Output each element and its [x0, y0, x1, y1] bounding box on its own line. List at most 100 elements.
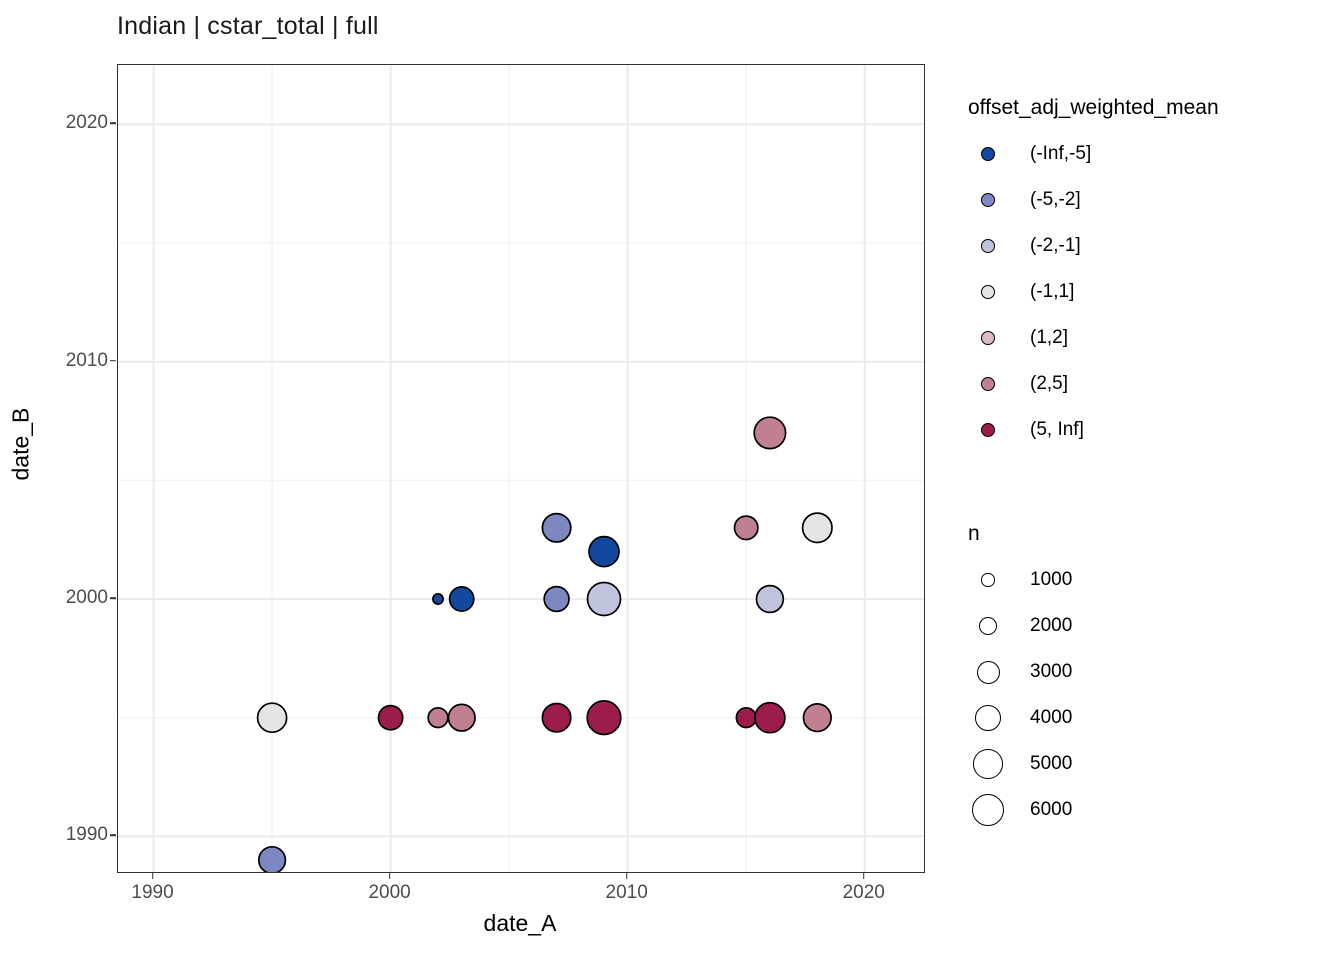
data-point [257, 845, 287, 872]
size-legend-key [968, 704, 1008, 732]
color-legend-label: (-2,-1] [1030, 235, 1081, 256]
size-swatch-icon [974, 704, 1002, 732]
y-tick-mark [110, 834, 116, 837]
size-legend-item: 1000 [968, 557, 1072, 603]
data-point [801, 512, 833, 544]
color-legend-label: (-Inf,-5] [1030, 143, 1092, 164]
size-legend-label: 1000 [1030, 569, 1073, 590]
data-point [802, 703, 832, 733]
x-tick-mark [151, 872, 154, 879]
x-tick-label: 2010 [605, 882, 648, 903]
size-legend-label: 5000 [1030, 753, 1073, 774]
data-point [448, 586, 475, 612]
y-tick-label: 1990 [65, 824, 108, 846]
size-legend-item: 4000 [968, 695, 1072, 741]
size-legend-item: 5000 [968, 741, 1072, 787]
plot-title: Indian | cstar_total | full [117, 12, 379, 40]
size-legend-title: n [968, 522, 980, 545]
size-swatch-icon [976, 660, 1000, 684]
data-point [541, 702, 572, 733]
y-tick-label: 2000 [65, 587, 108, 609]
color-legend: offset_adj_weighted_mean (-Inf,-5] (-5,-2… [968, 96, 1219, 453]
y-tick-label: 2020 [65, 112, 108, 134]
scatter-plot [118, 65, 924, 872]
color-legend-title: offset_adj_weighted_mean [968, 96, 1219, 119]
color-legend-key [968, 147, 1008, 161]
x-axis-title: date_A [483, 910, 557, 936]
color-legend-item: (2,5] [968, 361, 1219, 407]
x-tick-label: 2000 [368, 882, 411, 903]
plot-panel [117, 64, 925, 873]
data-point [377, 704, 404, 731]
x-tick-label: 2020 [842, 882, 885, 903]
color-swatch-icon [981, 423, 995, 437]
data-point [432, 593, 444, 605]
size-legend-item: 6000 [968, 787, 1072, 833]
color-legend-label: (5, Inf] [1030, 419, 1084, 440]
data-point [733, 515, 759, 541]
size-swatch-icon [973, 749, 1003, 779]
color-legend-label: (1,2] [1030, 327, 1069, 348]
color-legend-label: (2,5] [1030, 373, 1069, 394]
data-point [447, 703, 476, 732]
color-swatch-icon [981, 377, 995, 391]
y-tick-mark [110, 122, 116, 125]
data-point [541, 512, 572, 543]
size-legend-label: 6000 [1030, 799, 1073, 820]
color-legend-key [968, 239, 1008, 253]
color-swatch-icon [981, 239, 995, 253]
data-point [256, 702, 288, 734]
data-point [588, 535, 620, 568]
size-legend: n 1000 2000 3000 4000 5000 6000 [968, 522, 1072, 833]
x-tick-mark [625, 872, 628, 879]
color-legend-key [968, 423, 1008, 437]
data-point [586, 700, 622, 736]
x-tick-label: 1990 [131, 882, 174, 903]
data-point [755, 584, 785, 614]
y-axis-title: date_B [7, 407, 34, 481]
data-point [753, 416, 787, 450]
data-point [735, 707, 757, 729]
color-legend-key [968, 377, 1008, 391]
size-legend-key [968, 616, 1008, 636]
y-tick-label: 2010 [65, 349, 108, 371]
color-legend-item: (-5,-2] [968, 177, 1219, 223]
data-point [543, 585, 570, 613]
color-legend-label: (-1,1] [1030, 281, 1075, 302]
color-legend-key [968, 193, 1008, 207]
size-legend-label: 4000 [1030, 707, 1073, 728]
size-swatch-icon [981, 573, 995, 587]
x-tick-mark [862, 872, 865, 879]
size-legend-key [968, 749, 1008, 779]
size-legend-item: 3000 [968, 649, 1072, 695]
color-legend-items: (-Inf,-5] (-5,-2] (-2,-1] (-1,1] (1,2] (2,5] (… [968, 131, 1219, 453]
color-legend-item: (5, Inf] [968, 407, 1219, 453]
size-legend-key [968, 793, 1008, 827]
y-tick-mark [110, 359, 116, 362]
color-legend-label: (-5,-2] [1030, 189, 1081, 210]
color-legend-item: (-2,-1] [968, 223, 1219, 269]
color-legend-key [968, 285, 1008, 299]
data-point [427, 707, 449, 729]
color-legend-item: (1,2] [968, 315, 1219, 361]
color-legend-item: (-1,1] [968, 269, 1219, 315]
data-point [586, 581, 622, 617]
color-legend-item: (-Inf,-5] [968, 131, 1219, 177]
color-swatch-icon [981, 331, 995, 345]
data-point [754, 701, 786, 734]
size-legend-key [968, 660, 1008, 684]
size-legend-items: 1000 2000 3000 4000 5000 6000 [968, 557, 1072, 833]
size-swatch-icon [978, 616, 998, 636]
color-swatch-icon [981, 193, 995, 207]
color-swatch-icon [981, 147, 995, 161]
size-swatch-icon [971, 793, 1005, 827]
y-tick-mark [110, 597, 116, 599]
size-legend-key [968, 573, 1008, 587]
x-tick-mark [388, 872, 391, 879]
size-legend-item: 2000 [968, 603, 1072, 649]
color-legend-key [968, 331, 1008, 345]
size-legend-label: 2000 [1030, 615, 1073, 636]
color-swatch-icon [981, 285, 995, 299]
size-legend-label: 3000 [1030, 661, 1073, 682]
